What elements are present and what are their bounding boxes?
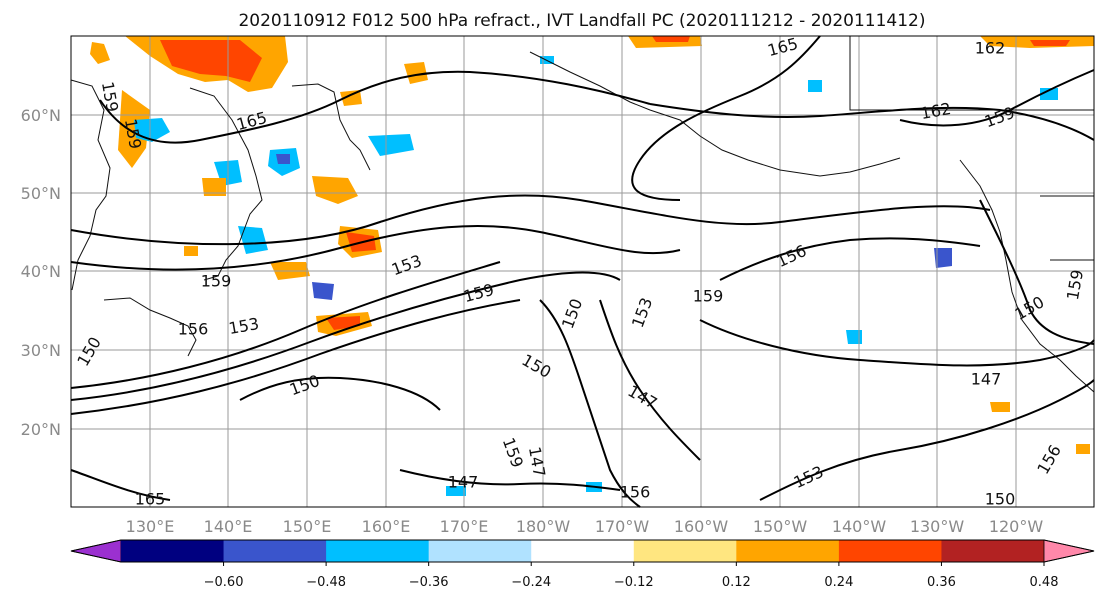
lon-label: 120°W (989, 517, 1044, 536)
lat-label: 40°N (21, 262, 61, 281)
contour-label: 159 (201, 272, 232, 291)
colorbar-tick-label: 0.36 (927, 575, 956, 590)
lat-label: 30°N (21, 341, 61, 360)
lat-label: 20°N (21, 420, 61, 439)
shaded-anomalies (90, 36, 1094, 496)
colorbar-tick-label: −0.36 (409, 575, 449, 590)
lat-label: 50°N (21, 184, 61, 203)
colorbar-segment (941, 540, 1045, 562)
contour-label: 150 (985, 490, 1016, 509)
colorbar-segment (223, 540, 327, 562)
coastlines (70, 36, 1095, 393)
lon-label: 140°W (832, 517, 887, 536)
colorbar-extend-low (70, 539, 122, 563)
gridlines (71, 36, 1094, 507)
height-contours (70, 35, 1095, 508)
map-frame (70, 35, 1095, 508)
colorbar-tick-label: −0.60 (204, 575, 244, 590)
lon-label: 130°W (910, 517, 965, 536)
contour-label: 159 (693, 287, 724, 306)
colorbar-segment (531, 540, 635, 562)
colorbar (70, 539, 1095, 563)
colorbar-outline (70, 539, 1095, 563)
colorbar-segment (326, 540, 430, 562)
lon-label: 180°W (516, 517, 571, 536)
contour-label: 156 (620, 483, 651, 502)
latitude-labels: 60°N 50°N 40°N 30°N 20°N (21, 106, 61, 439)
contour-label: 165 (135, 490, 166, 509)
colorbar-segment (736, 540, 840, 562)
contour-label: 162 (975, 39, 1006, 58)
contour-label: 147 (971, 370, 1002, 389)
lon-label: 150°E (283, 517, 332, 536)
colorbar-extend-high (1043, 539, 1095, 563)
lon-label: 150°W (753, 517, 808, 536)
contour-label: 147 (448, 473, 479, 492)
colorbar-tick-label: −0.12 (614, 575, 654, 590)
colorbar-tick-label: 0.48 (1030, 575, 1059, 590)
colorbar-segment (838, 540, 942, 562)
colorbar-tick-labels: −0.60 −0.48 −0.36 −0.24 −0.12 0.12 0.24 0.36 0.4… (204, 562, 1059, 590)
contour-label: 156 (178, 320, 209, 339)
lon-label: 160°E (362, 517, 411, 536)
map-title: 2020110912 F012 500 hPa refract., IVT La… (238, 11, 925, 31)
colorbar-tick-label: −0.24 (511, 575, 551, 590)
colorbar-segment (121, 540, 225, 562)
lon-label: 170°E (440, 517, 489, 536)
longitude-labels: 130°E 140°E 150°E 160°E 170°E 180°W 170°W 160°W… (126, 517, 1044, 536)
colorbar-tick-label: −0.48 (306, 575, 346, 590)
lon-label: 170°W (595, 517, 650, 536)
colorbar-tick-label: 0.24 (824, 575, 853, 590)
lon-label: 130°E (126, 517, 175, 536)
colorbar-segment (428, 540, 532, 562)
colorbar-segment (633, 540, 737, 562)
lon-label: 160°W (674, 517, 729, 536)
colorbar-tick-label: 0.12 (722, 575, 751, 590)
lat-label: 60°N (21, 106, 61, 125)
lon-label: 140°E (204, 517, 253, 536)
